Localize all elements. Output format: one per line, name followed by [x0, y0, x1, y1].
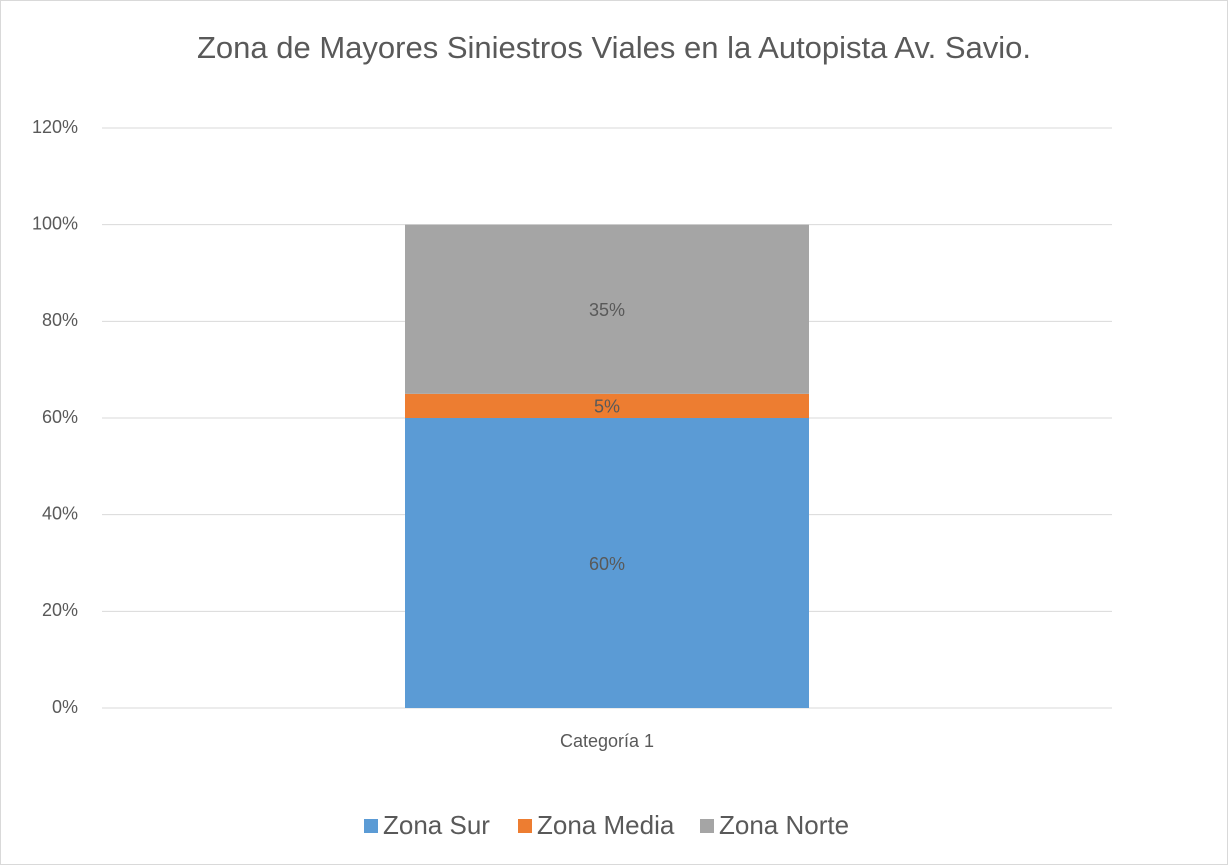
legend-label: Zona Sur	[383, 810, 490, 840]
legend-label: Zona Media	[537, 810, 675, 840]
bar-segment	[405, 418, 809, 708]
legend-swatch	[700, 819, 714, 833]
legend-swatch	[364, 819, 378, 833]
bar-segment	[405, 224, 809, 394]
data-label: 60%	[589, 554, 625, 574]
y-tick-label: 20%	[42, 600, 78, 620]
bar-segment	[405, 393, 809, 418]
y-tick-label: 120%	[32, 117, 78, 137]
y-tick-label: 100%	[32, 213, 78, 233]
y-tick-label: 40%	[42, 503, 78, 523]
y-tick-label: 80%	[42, 310, 78, 330]
x-tick-label: Categoría 1	[560, 731, 654, 751]
data-label: 35%	[589, 300, 625, 320]
data-label: 5%	[594, 397, 620, 417]
chart-title: Zona de Mayores Siniestros Viales en la …	[197, 30, 1031, 65]
y-tick-label: 60%	[42, 407, 78, 427]
y-tick-label: 0%	[52, 697, 78, 717]
legend-label: Zona Norte	[719, 810, 849, 840]
legend-swatch	[518, 819, 532, 833]
